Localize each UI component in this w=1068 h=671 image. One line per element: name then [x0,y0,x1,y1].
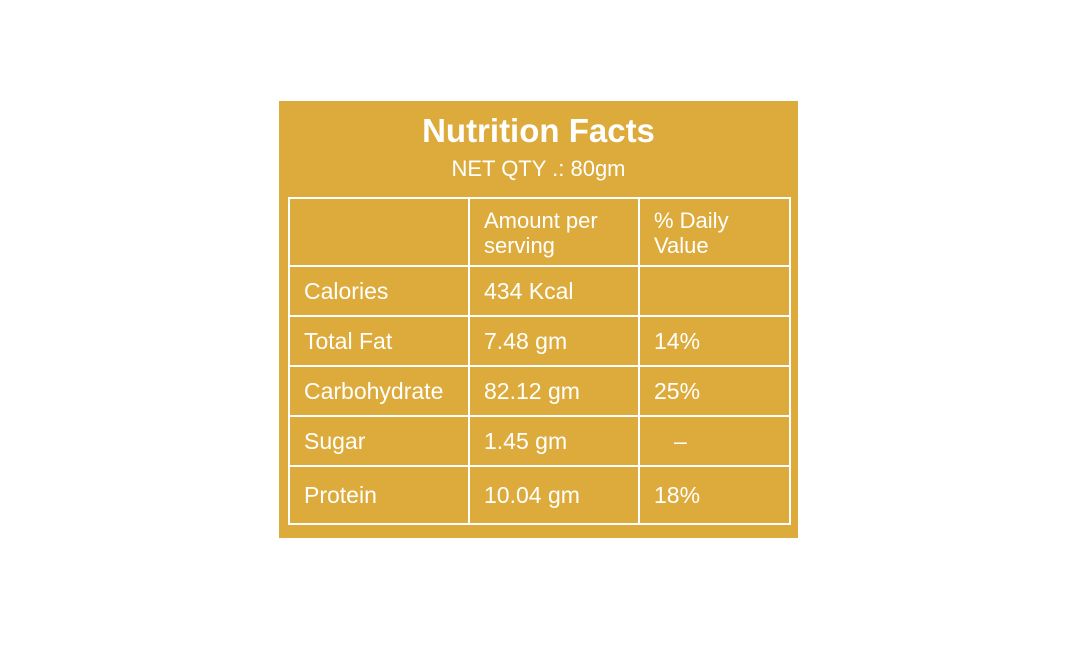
table-row: Sugar 1.45 gm – [288,415,791,467]
header-nutrient [288,197,470,267]
nutrition-title: Nutrition Facts [422,112,655,149]
nutrient-name: Sugar [288,415,470,467]
nutrient-name: Carbohydrate [288,365,470,417]
nutrient-name: Calories [288,265,470,317]
table-row: Total Fat 7.48 gm 14% [288,315,791,367]
table-header-row: Amount per serving % Daily Value [288,197,791,267]
nutrient-daily-value [638,265,791,317]
nutrient-name: Protein [288,465,470,525]
net-quantity: NET QTY .: 80gm [451,156,626,181]
table-row: Calories 434 Kcal [288,265,791,317]
nutrient-daily-value: 18% [638,465,791,525]
nutrient-amount: 82.12 gm [468,365,640,417]
nutrient-amount: 1.45 gm [468,415,640,467]
nutrient-daily-value: – [638,415,791,467]
header-daily-value: % Daily Value [638,197,791,267]
table-row: Protein 10.04 gm 18% [288,465,791,525]
nutrient-name: Total Fat [288,315,470,367]
nutrient-amount: 7.48 gm [468,315,640,367]
header-amount: Amount per serving [468,197,640,267]
nutrient-daily-value: 25% [638,365,791,417]
nutrition-facts-panel: Nutrition Facts NET QTY .: 80gm Amount p… [279,101,798,538]
nutrient-amount: 10.04 gm [468,465,640,525]
nutrient-amount: 434 Kcal [468,265,640,317]
nutrient-daily-value: 14% [638,315,791,367]
nutrition-table: Amount per serving % Daily Value Calorie… [288,197,791,525]
table-row: Carbohydrate 82.12 gm 25% [288,365,791,417]
